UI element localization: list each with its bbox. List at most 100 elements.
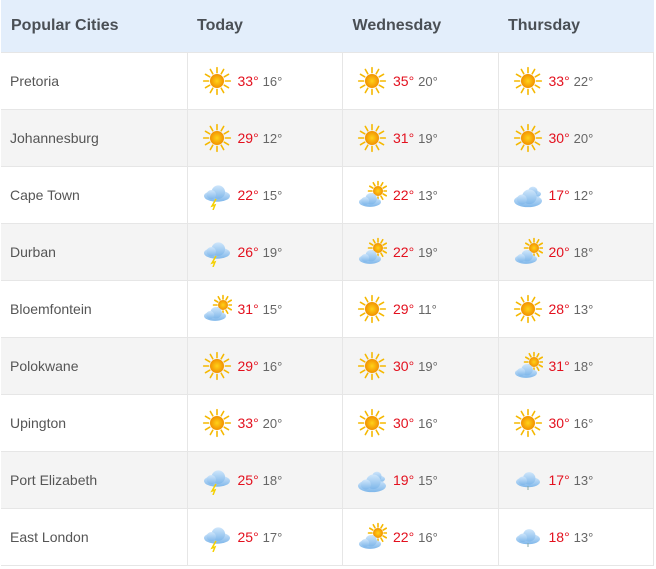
high-temp: 17° [548,187,570,203]
low-temp: 16° [418,415,438,431]
partly-cloudy-icon [514,237,543,264]
high-temp: 25° [237,472,259,488]
forecast-cell: 17° 12° [497,166,654,224]
forecast-cell: 22° 15° [186,166,343,224]
forecast-cell: 19° 15° [342,451,499,509]
forecast-cell: 18° 13° [497,508,654,566]
forecast-cell: 29° 11° [342,280,499,338]
table-row: Pretoria 33° 16° 35° 20° 33° 22° [1,52,654,110]
table-row: Bloemfontein 31° 15° 29° 11° 28° 13° [1,280,654,338]
low-temp: 20° [262,415,283,431]
high-temp: 22° [393,244,415,260]
city-name: Port Elizabeth [1,451,188,509]
forecast-cell: 29° 16° [186,337,343,395]
forecast-cell: 35° 20° [342,52,499,110]
low-temp: 13° [573,301,594,317]
city-name: Pretoria [1,52,188,110]
partly-cloudy-icon [203,294,232,321]
high-temp: 20° [548,244,570,260]
low-temp: 18° [262,472,283,488]
sunny-icon [202,66,231,96]
low-temp: 20° [573,130,594,146]
low-temp: 20° [418,73,438,89]
forecast-cell: 25° 18° [186,451,343,509]
thunder-icon [203,527,230,552]
low-temp: 18° [573,358,594,374]
forecast-cell: 30° 16° [497,394,654,452]
forecast-cell: 33° 16° [186,52,343,110]
low-temp: 19° [418,130,438,146]
low-temp: 16° [262,358,283,374]
sunny-icon [202,408,231,438]
forecast-cell: 22° 19° [342,223,499,281]
table-row: Cape Town 22° 15° 22° 13° 17° 12° [1,166,654,224]
low-temp: 22° [573,73,594,89]
low-temp: 18° [573,244,594,260]
cloudy-icon [513,186,542,208]
partly-cloudy-icon [359,522,387,549]
partly-cloudy-icon [359,180,387,207]
high-temp: 17° [548,472,570,488]
high-temp: 30° [548,130,570,146]
high-temp: 31° [237,301,259,317]
forecast-cell: 25° 17° [186,508,343,566]
cloudy-icon [358,471,386,493]
low-temp: 16° [573,415,594,431]
low-temp: 15° [262,187,283,203]
forecast-cell: 28° 13° [497,280,654,338]
low-temp: 13° [573,529,594,545]
city-name: Johannesburg [1,109,188,167]
forecast-cell: 33° 22° [497,52,654,110]
city-name: Cape Town [1,166,188,224]
high-temp: 26° [237,244,259,260]
low-temp: 19° [418,358,438,374]
thunder-icon [203,470,230,495]
sunny-icon [357,351,387,381]
high-temp: 19° [393,472,415,488]
forecast-cell: 31° 18° [497,337,654,395]
sunny-icon [202,351,231,381]
forecast-cell: 30° 19° [342,337,499,395]
high-temp: 30° [393,415,415,431]
forecast-cell: 30° 20° [497,109,654,167]
high-temp: 28° [548,301,570,317]
forecast-cell: 26° 19° [186,223,343,281]
thunder-icon [203,185,230,210]
header-wednesday: Wednesday [342,0,498,53]
drizzle-icon [515,529,540,547]
forecast-cell: 20° 18° [497,223,654,281]
forecast-cell: 22° 16° [342,508,499,566]
drizzle-icon [515,472,540,490]
forecast-cell: 31° 19° [342,109,499,167]
city-name: Durban [1,223,188,281]
forecast-cell: 22° 13° [342,166,499,224]
forecast-cell: 30° 16° [342,394,499,452]
header-city: Popular Cities [1,0,187,53]
high-temp: 22° [393,529,415,545]
high-temp: 22° [237,187,259,203]
low-temp: 16° [418,529,438,545]
partly-cloudy-icon [359,237,387,264]
table-row: Durban 26° 19° 22° 19° 20° 18° [1,223,654,281]
sunny-icon [202,123,231,153]
high-temp: 31° [393,130,415,146]
high-temp: 33° [237,73,259,89]
low-temp: 13° [418,187,438,203]
sunny-icon [357,66,387,96]
sunny-icon [357,408,387,438]
sunny-icon [513,408,542,438]
table-row: Polokwane 29° 16° 30° 19° 31° 18° [1,337,654,395]
city-name: East London [1,508,188,566]
forecast-cell: 31° 15° [186,280,343,338]
forecast-cell: 33° 20° [186,394,343,452]
forecast-cell: 17° 13° [497,451,654,509]
low-temp: 12° [573,187,594,203]
high-temp: 22° [393,187,415,203]
table-row: Port Elizabeth 25° 18° 19° 15° 17° 13° [1,451,654,509]
low-temp: 12° [262,130,283,146]
table-row: Upington 33° 20° 30° 16° 30° 16° [1,394,654,452]
low-temp: 16° [262,73,283,89]
sunny-icon [513,294,542,324]
header-row: Popular Cities Today Wednesday Thursday [1,0,654,53]
low-temp: 17° [262,529,283,545]
